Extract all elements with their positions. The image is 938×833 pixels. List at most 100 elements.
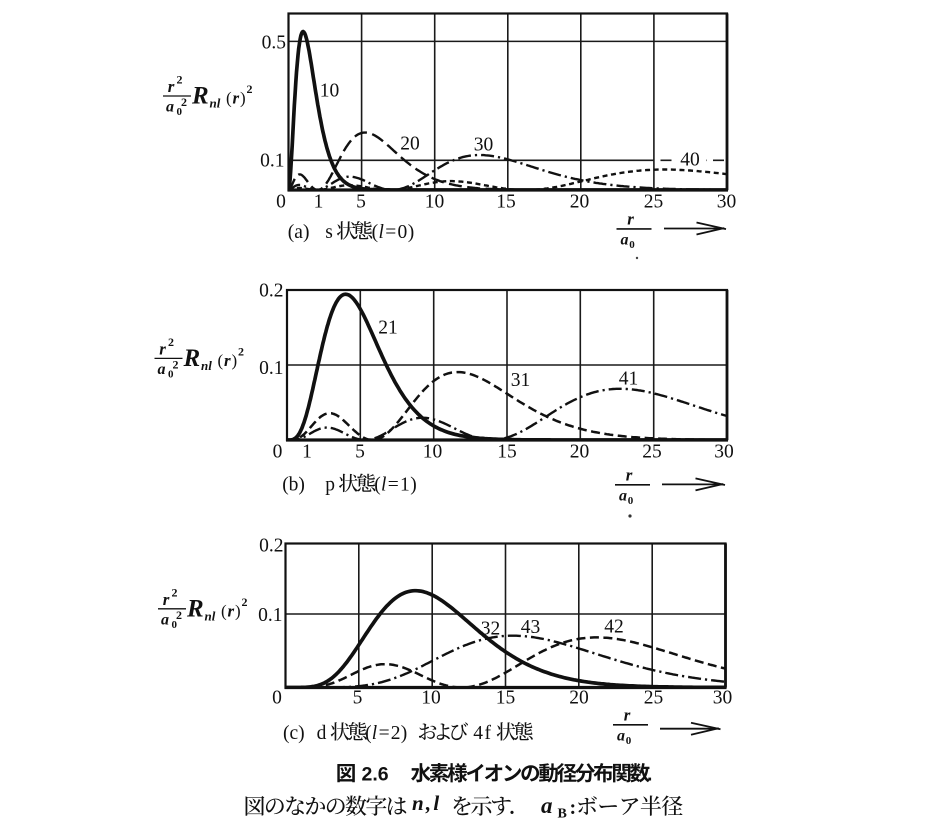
svg-text:20: 20 bbox=[569, 688, 589, 709]
svg-text:30: 30 bbox=[717, 192, 737, 213]
svg-text:0: 0 bbox=[172, 619, 178, 631]
svg-text:a: a bbox=[617, 727, 625, 744]
svg-text:r: r bbox=[163, 590, 170, 609]
svg-text:32: 32 bbox=[481, 619, 501, 640]
svg-text:30: 30 bbox=[713, 688, 733, 709]
svg-text:(: ( bbox=[218, 351, 224, 370]
svg-text:nl: nl bbox=[201, 358, 212, 373]
svg-text:2: 2 bbox=[168, 335, 174, 349]
svg-text:43: 43 bbox=[521, 617, 541, 638]
svg-text:): ) bbox=[240, 89, 246, 108]
svg-text:.: . bbox=[647, 764, 652, 786]
svg-text:r: r bbox=[624, 705, 631, 724]
svg-text:l: l bbox=[381, 475, 386, 496]
svg-text:0: 0 bbox=[276, 192, 286, 213]
svg-text:21: 21 bbox=[378, 318, 398, 339]
svg-text:=: = bbox=[388, 475, 399, 496]
svg-text:(: ( bbox=[365, 723, 372, 744]
svg-text:20: 20 bbox=[570, 192, 590, 213]
svg-text:1: 1 bbox=[314, 192, 324, 213]
svg-text:l: l bbox=[372, 723, 377, 744]
svg-text:): ) bbox=[232, 351, 238, 370]
svg-text:(: ( bbox=[226, 89, 232, 108]
svg-text:r: r bbox=[228, 601, 235, 620]
svg-text:r: r bbox=[224, 351, 231, 370]
svg-text:(: ( bbox=[374, 475, 381, 496]
svg-text:30: 30 bbox=[714, 442, 734, 463]
svg-text:2: 2 bbox=[391, 723, 401, 744]
svg-text:1: 1 bbox=[302, 442, 312, 463]
svg-text:a: a bbox=[161, 611, 169, 628]
svg-text:a: a bbox=[166, 99, 174, 116]
svg-text:l: l bbox=[379, 222, 384, 243]
svg-text:0: 0 bbox=[177, 106, 183, 118]
svg-text:30: 30 bbox=[474, 135, 494, 156]
svg-text:1: 1 bbox=[400, 475, 410, 496]
svg-text:0: 0 bbox=[628, 495, 634, 507]
svg-text:r: r bbox=[168, 77, 175, 96]
svg-text:): ) bbox=[408, 222, 415, 243]
svg-text:n,l: n,l bbox=[412, 791, 441, 815]
svg-text:2: 2 bbox=[242, 595, 248, 609]
svg-text:): ) bbox=[235, 601, 241, 620]
svg-text:2: 2 bbox=[238, 344, 244, 358]
svg-text:15: 15 bbox=[497, 442, 517, 463]
svg-text:s: s bbox=[325, 222, 333, 243]
svg-text:(c): (c) bbox=[283, 723, 305, 744]
svg-text:r: r bbox=[233, 89, 240, 108]
svg-text:10: 10 bbox=[425, 192, 445, 213]
svg-text:25: 25 bbox=[642, 442, 662, 463]
svg-text:nl: nl bbox=[205, 608, 216, 623]
svg-text:10: 10 bbox=[421, 688, 441, 709]
svg-text:5: 5 bbox=[356, 192, 366, 213]
svg-text:25: 25 bbox=[644, 192, 664, 213]
svg-text:0.5: 0.5 bbox=[262, 33, 286, 54]
svg-text:2: 2 bbox=[181, 95, 187, 109]
svg-text:15: 15 bbox=[496, 192, 516, 213]
svg-text:10: 10 bbox=[320, 81, 340, 102]
svg-text:2: 2 bbox=[177, 73, 183, 87]
svg-text:42: 42 bbox=[604, 617, 624, 638]
svg-text:15: 15 bbox=[496, 688, 516, 709]
svg-text:20: 20 bbox=[570, 442, 590, 463]
svg-text:0: 0 bbox=[168, 368, 174, 380]
svg-text:0.2: 0.2 bbox=[259, 536, 283, 557]
svg-text:R: R bbox=[183, 345, 201, 372]
svg-text:R: R bbox=[186, 595, 204, 622]
svg-text:5: 5 bbox=[353, 688, 363, 709]
svg-text:0: 0 bbox=[272, 688, 282, 709]
svg-text:2: 2 bbox=[173, 357, 179, 371]
svg-text:4: 4 bbox=[473, 723, 483, 744]
svg-text:25: 25 bbox=[644, 688, 664, 709]
svg-text:10: 10 bbox=[423, 442, 443, 463]
svg-text:0: 0 bbox=[398, 222, 408, 243]
svg-text:(: ( bbox=[221, 601, 227, 620]
svg-text:=: = bbox=[379, 723, 390, 744]
svg-text:=: = bbox=[385, 222, 396, 243]
svg-text:(: ( bbox=[372, 222, 379, 243]
svg-text:0.2: 0.2 bbox=[259, 281, 283, 302]
svg-text:a: a bbox=[619, 487, 627, 504]
svg-text:): ) bbox=[410, 475, 417, 496]
svg-text:31: 31 bbox=[511, 370, 531, 391]
svg-text:p: p bbox=[325, 475, 335, 496]
svg-text:nl: nl bbox=[210, 96, 221, 111]
svg-text:2: 2 bbox=[176, 608, 182, 622]
svg-text:0: 0 bbox=[273, 442, 283, 463]
svg-text:2: 2 bbox=[247, 82, 253, 96]
svg-text:(a): (a) bbox=[288, 222, 310, 243]
svg-text:(b): (b) bbox=[282, 475, 305, 496]
svg-text:f: f bbox=[485, 723, 492, 744]
svg-text:r: r bbox=[159, 339, 166, 358]
svg-text:2.6: 2.6 bbox=[362, 764, 389, 786]
svg-text:5: 5 bbox=[355, 442, 365, 463]
svg-text:a: a bbox=[621, 231, 629, 248]
svg-text:0: 0 bbox=[629, 239, 635, 251]
svg-text:r: r bbox=[627, 209, 634, 228]
svg-text:R: R bbox=[191, 83, 209, 110]
svg-text:a: a bbox=[158, 361, 166, 378]
svg-text:0.1: 0.1 bbox=[260, 151, 284, 172]
svg-text:B: B bbox=[558, 807, 567, 822]
svg-text:2: 2 bbox=[172, 585, 178, 599]
svg-text:0.1: 0.1 bbox=[258, 605, 282, 626]
